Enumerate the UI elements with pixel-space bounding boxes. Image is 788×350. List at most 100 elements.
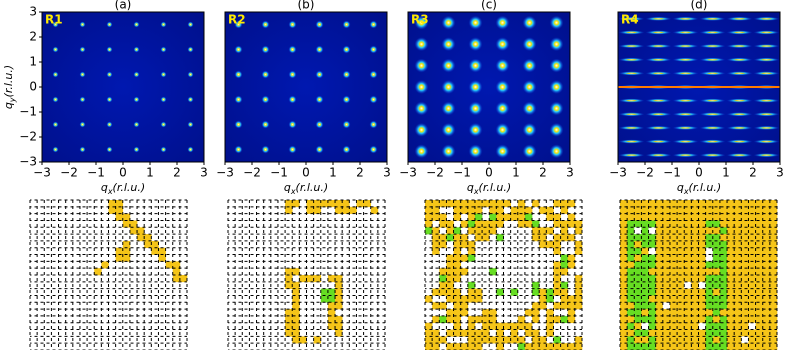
lattice-cell [677,336,685,344]
lattice-cell [446,295,454,303]
lattice-cell [734,200,742,208]
lattice-cell [741,227,749,235]
intensity-spot [106,71,113,78]
intensity-streak [672,71,699,76]
lattice-cell [574,288,583,296]
lattice-cell [719,261,728,269]
lattice-cell [669,254,678,262]
lattice-cell [560,200,569,208]
lattice-cell [641,309,649,317]
lattice-cell [755,206,764,214]
intensity-spot [234,145,243,154]
lattice-cell [719,343,728,350]
intensity-streak [726,112,753,117]
lattice-cell [510,213,519,221]
lattice-cell [698,315,706,324]
lattice-cell [741,261,749,269]
lattice-cell [432,234,440,242]
intensity-spot [234,45,243,54]
lattice-cell [648,315,656,324]
intensity-spot [187,121,194,128]
intensity-spot [441,144,456,159]
lattice-cell [691,329,699,337]
lattice-cell [503,336,511,344]
lattice-cell [684,302,692,310]
lattice-cell [546,288,554,296]
lattice-cell [748,200,756,208]
lattice-cell [677,343,685,350]
intensity-spot [414,144,429,159]
x-tick-label: 0 [485,166,493,180]
lattice-cell [439,213,447,221]
lattice-cell [432,227,440,235]
panel-title: (b) [298,0,315,12]
lattice-cell [460,295,469,303]
lattice-cell [655,254,664,262]
lattice-cell [453,234,461,242]
lattice-cell [691,254,699,262]
lattice-cell [712,261,721,269]
lattice-cell [691,200,699,208]
lattice-cell [634,309,642,317]
lattice-cell [755,336,764,344]
lattice-cell [727,343,735,350]
lattice-cell [769,302,778,310]
lattice-cell [627,206,635,214]
lattice-cell [712,288,721,296]
lattice-cell [467,240,476,249]
lattice-cell [510,336,519,344]
lattice-cell [474,213,483,221]
intensity-streak [753,57,780,62]
lattice-cell [684,227,692,235]
lattice-cell [641,281,649,289]
lattice-cell [677,227,685,235]
lattice-cell [567,261,576,269]
lattice-cell [648,254,656,262]
lattice-cell [741,281,749,289]
lattice-cell [453,213,461,221]
panel-tag: R3 [411,13,429,27]
lattice-cell [553,288,561,296]
lattice-cell [503,322,511,330]
lattice-cell [634,295,642,303]
lattice-cell [727,309,735,317]
lattice-cell [677,295,685,303]
lattice-cell [453,227,461,235]
lattice-cell [517,206,526,214]
intensity-spot [522,144,537,159]
intensity-spot [315,45,324,54]
lattice-cell [755,281,764,289]
lattice-cell [327,322,336,330]
lattice-snapshot [424,199,583,350]
lattice-cell [172,275,181,283]
x-tick-label: −2 [426,166,444,180]
lattice-cell [560,227,569,235]
lattice-cell [560,315,569,324]
lattice-cell [691,206,699,214]
lattice-cell [719,268,728,276]
lattice-cell [684,315,692,324]
lattice-cell [517,343,526,350]
intensity-spot [315,145,324,154]
panel-title: (d) [691,0,708,12]
lattice-cell [734,247,742,255]
lattice-cell [698,206,706,214]
lattice-cell [712,254,721,262]
intensity-spot [369,45,378,54]
lattice-cell [727,268,735,276]
lattice-cell [741,200,749,208]
lattice-cell [705,309,714,317]
lattice-cell [655,275,664,283]
lattice-cell [719,240,728,249]
lattice-cell [553,268,561,276]
lattice-cell [292,336,300,344]
intensity-spot [187,146,194,153]
lattice-cell [439,315,447,324]
lattice-cell [705,213,714,221]
lattice-cell [691,275,699,283]
lattice-cell [648,206,656,214]
lattice-cell [648,322,656,330]
lattice-cell [620,309,628,317]
lattice-cell [727,213,735,221]
intensity-spot [261,70,270,79]
